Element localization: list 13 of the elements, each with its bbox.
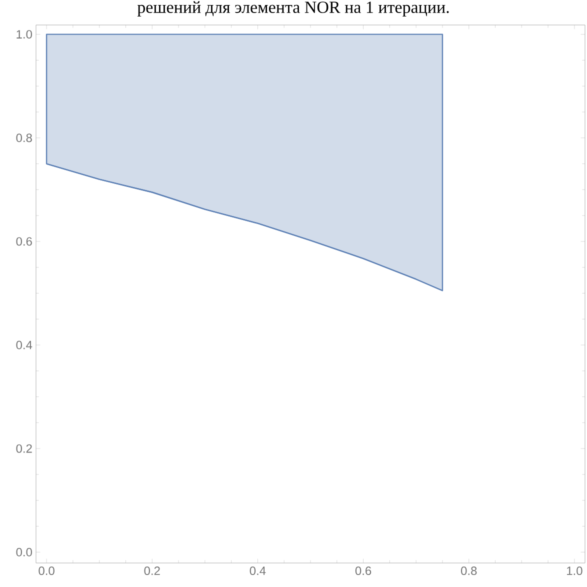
y-tick-label: 0.6 — [16, 237, 32, 246]
y-tick-label: 0.2 — [16, 444, 32, 453]
x-tick-label: 1.0 — [567, 566, 582, 576]
y-tick-label: 0.0 — [16, 548, 32, 556]
x-tick-label: 0.4 — [250, 566, 266, 576]
y-tick-label: 0.8 — [16, 134, 32, 142]
chart-title: решений для элемента NOR на 1 итерации. — [137, 1, 449, 16]
x-tick-label: 0.2 — [144, 566, 160, 576]
y-tick-label: 0.4 — [16, 340, 32, 350]
x-tick-label: 0.8 — [461, 566, 477, 576]
x-tick-label: 0.6 — [355, 566, 372, 576]
y-tick-label: 1.0 — [16, 30, 32, 39]
x-tick-label: 0.0 — [38, 566, 54, 576]
